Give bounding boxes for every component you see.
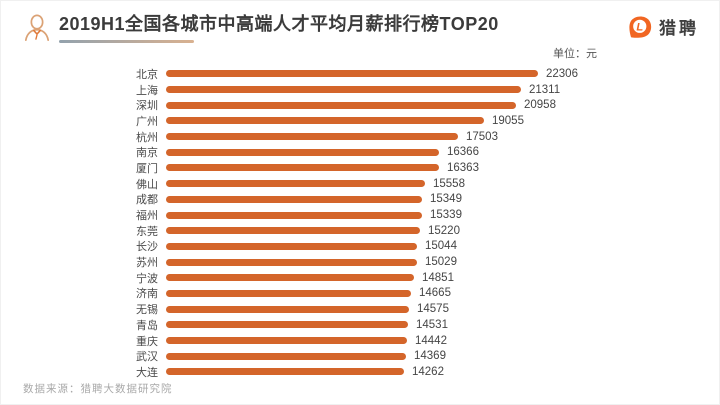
title-underline [59,40,194,43]
salary-bar [166,180,425,188]
salary-bar [166,274,414,282]
salary-bar [166,133,458,141]
unit-label: 单位：元 [553,48,597,60]
svg-text:L: L [636,21,643,33]
chart-row: 大连 14262 [1,364,719,380]
salary-bar [166,70,538,78]
salary-bar [166,337,407,345]
city-label: 北京 [136,68,158,81]
chart-row: 长沙 15044 [1,239,719,255]
city-label: 苏州 [136,257,158,270]
chart-row: 济南 14665 [1,286,719,302]
chart-row: 青岛 14531 [1,317,719,333]
salary-bar [166,227,420,235]
salary-bar [166,289,411,297]
chart-row: 上海 21311 [1,82,719,98]
chart-row: 苏州 15029 [1,254,719,270]
salary-bar [166,164,439,172]
salary-bar [166,101,516,109]
chart-row: 杭州 17503 [1,129,719,145]
salary-value: 15220 [428,224,460,237]
salary-value: 14575 [417,303,449,316]
salary-value: 15044 [425,240,457,253]
salary-bar [166,242,417,250]
salary-value: 14442 [415,334,447,347]
salary-value: 14531 [416,318,448,331]
chart-row: 成都 15349 [1,192,719,208]
salary-value: 19055 [492,114,524,127]
salary-value: 17503 [466,130,498,143]
chart-row: 厦门 16363 [1,160,719,176]
city-label: 成都 [136,194,158,207]
salary-bar [166,305,409,313]
salary-bar [166,258,417,266]
salary-value: 16366 [447,146,479,159]
person-icon [24,14,50,42]
salary-bar [166,211,422,219]
city-label: 长沙 [136,241,158,254]
city-label: 上海 [136,84,158,97]
salary-value: 14369 [414,350,446,363]
liepin-logo-icon: L [629,16,652,38]
city-label: 济南 [136,288,158,301]
bar-chart: 北京 22306 上海 21311 深圳 20958 广州 19055 杭州 1… [1,66,719,380]
chart-row: 宁波 14851 [1,270,719,286]
salary-bar [166,321,408,329]
chart-row: 武汉 14369 [1,348,719,364]
header: 2019H1全国各城市中高端人才平均月薪排行榜TOP20 [21,11,499,45]
salary-value: 14262 [412,365,444,378]
chart-row: 广州 19055 [1,113,719,129]
salary-bar [166,148,439,156]
salary-value: 21311 [529,83,561,96]
chart-row: 无锡 14575 [1,301,719,317]
city-label: 福州 [136,210,158,223]
salary-value: 14851 [422,271,454,284]
data-source-note: 数据来源：猎聘大数据研究院 [23,383,173,395]
salary-bar [166,368,404,376]
city-label: 东莞 [136,225,158,238]
city-label: 佛山 [136,178,158,191]
salary-value: 15029 [425,256,457,269]
title-block: 2019H1全国各城市中高端人才平均月薪排行榜TOP20 [59,11,499,43]
chart-row: 南京 16366 [1,144,719,160]
page-title: 2019H1全国各城市中高端人才平均月薪排行榜TOP20 [59,14,499,34]
salary-value: 15349 [430,193,462,206]
city-label: 宁波 [136,272,158,285]
city-label: 深圳 [136,100,158,113]
salary-value: 15339 [430,209,462,222]
city-label: 大连 [136,366,158,379]
salary-value: 15558 [433,177,465,190]
chart-row: 佛山 15558 [1,176,719,192]
chart-row: 东莞 15220 [1,223,719,239]
city-label: 重庆 [136,335,158,348]
city-label: 南京 [136,147,158,160]
chart-row: 福州 15339 [1,207,719,223]
city-label: 广州 [136,115,158,128]
salary-value: 16363 [447,161,479,174]
salary-value: 14665 [419,287,451,300]
chart-row: 北京 22306 [1,66,719,82]
salary-bar [166,195,422,203]
chart-row: 深圳 20958 [1,97,719,113]
city-label: 武汉 [136,351,158,364]
salary-value: 20958 [524,99,556,112]
salary-bar [166,86,521,94]
city-label: 杭州 [136,131,158,144]
city-label: 厦门 [136,162,158,175]
liepin-logo: L 猎聘 [627,14,699,39]
salary-value: 22306 [546,67,578,80]
city-label: 青岛 [136,319,158,332]
salary-bar [166,117,484,125]
salary-bar [166,352,406,360]
city-label: 无锡 [136,304,158,317]
chart-row: 重庆 14442 [1,333,719,349]
liepin-logo-text: 猎聘 [659,19,699,38]
